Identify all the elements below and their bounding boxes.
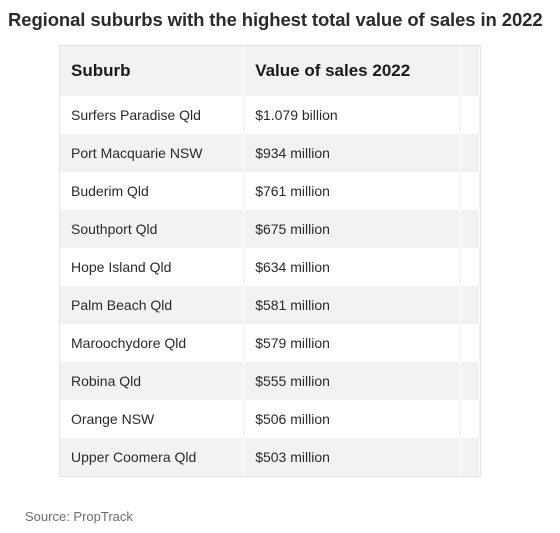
- source-caption: Source: PropTrack: [25, 509, 133, 524]
- cell-empty: [460, 172, 480, 210]
- cell-empty: [460, 286, 480, 324]
- table-row: Upper Coomera Qld $503 million: [60, 438, 480, 476]
- sales-table-container[interactable]: Suburb Value of sales 2022 Surfers Parad…: [59, 45, 481, 477]
- sales-table: Suburb Value of sales 2022 Surfers Parad…: [60, 46, 480, 476]
- cell-value: $555 million: [244, 362, 461, 400]
- column-header-empty: [460, 46, 480, 96]
- cell-value: $503 million: [244, 438, 461, 476]
- column-header-value: Value of sales 2022: [244, 46, 461, 96]
- page-title: Regional suburbs with the highest total …: [8, 9, 543, 30]
- table-row: Surfers Paradise Qld $1.079 billion: [60, 96, 480, 134]
- column-header-suburb: Suburb: [60, 46, 245, 96]
- cell-suburb: Palm Beach Qld: [60, 286, 245, 324]
- table-row: Southport Qld $675 million: [60, 210, 480, 248]
- cell-empty: [460, 96, 480, 134]
- cell-empty: [460, 248, 480, 286]
- table-row: Robina Qld $555 million: [60, 362, 480, 400]
- table-row: Palm Beach Qld $581 million: [60, 286, 480, 324]
- cell-suburb: Port Macquarie NSW: [60, 134, 245, 172]
- cell-empty: [460, 134, 480, 172]
- table-row: Port Macquarie NSW $934 million: [60, 134, 480, 172]
- table-row: Buderim Qld $761 million: [60, 172, 480, 210]
- table-header-row: Suburb Value of sales 2022: [60, 46, 480, 96]
- table-row: Hope Island Qld $634 million: [60, 248, 480, 286]
- cell-empty: [460, 210, 480, 248]
- cell-value: $761 million: [244, 172, 461, 210]
- table-row: Orange NSW $506 million: [60, 400, 480, 438]
- cell-suburb: Orange NSW: [60, 400, 245, 438]
- cell-suburb: Buderim Qld: [60, 172, 245, 210]
- cell-value: $634 million: [244, 248, 461, 286]
- cell-value: $1.079 billion: [244, 96, 461, 134]
- cell-empty: [460, 324, 480, 362]
- table-row: Maroochydore Qld $579 million: [60, 324, 480, 362]
- cell-value: $506 million: [244, 400, 461, 438]
- cell-suburb: Hope Island Qld: [60, 248, 245, 286]
- cell-value: $675 million: [244, 210, 461, 248]
- cell-empty: [460, 438, 480, 476]
- cell-empty: [460, 400, 480, 438]
- cell-value: $581 million: [244, 286, 461, 324]
- cell-suburb: Robina Qld: [60, 362, 245, 400]
- cell-suburb: Upper Coomera Qld: [60, 438, 245, 476]
- cell-suburb: Surfers Paradise Qld: [60, 96, 245, 134]
- cell-suburb: Southport Qld: [60, 210, 245, 248]
- cell-suburb: Maroochydore Qld: [60, 324, 245, 362]
- cell-value: $934 million: [244, 134, 461, 172]
- cell-value: $579 million: [244, 324, 461, 362]
- cell-empty: [460, 362, 480, 400]
